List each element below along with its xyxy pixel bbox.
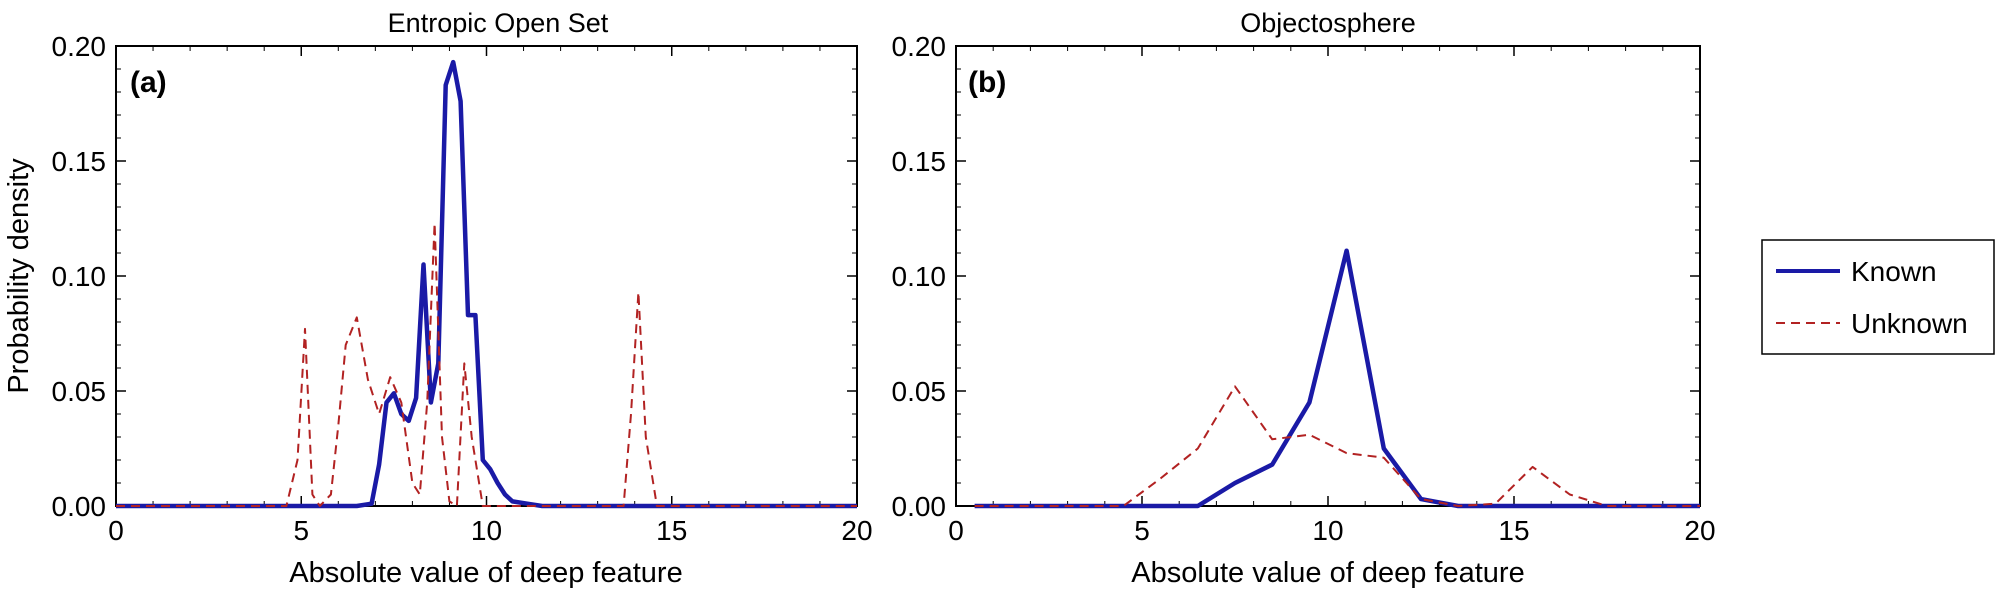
legend-label-unknown: Unknown bbox=[1851, 308, 1968, 339]
x-axis-label: Absolute value of deep feature bbox=[289, 557, 682, 589]
y-tick-label: 0.15 bbox=[52, 146, 107, 177]
series-line-unknown bbox=[974, 385, 1700, 507]
chart-title: Entropic Open Set bbox=[388, 8, 609, 38]
x-tick-label: 20 bbox=[1684, 515, 1715, 546]
panel-objectosphere: Objectosphere (b) Absolute value of deep… bbox=[892, 8, 1716, 589]
chart-title: Objectosphere bbox=[1240, 8, 1416, 38]
x-tick-label: 20 bbox=[841, 515, 872, 546]
y-tick-label: 0.10 bbox=[52, 261, 107, 292]
y-tick-label: 0.15 bbox=[892, 146, 947, 177]
axis-ticks: 0 5 10 15 20 0.00 0.05 0.10 0.15 0.20 bbox=[892, 31, 1716, 546]
series-line-unknown bbox=[116, 222, 857, 507]
x-tick-label: 0 bbox=[108, 515, 124, 546]
plot-frame bbox=[115, 45, 858, 507]
x-axis-label: Absolute value of deep feature bbox=[1131, 557, 1524, 589]
series-line-known bbox=[116, 59, 857, 509]
y-tick-label: 0.05 bbox=[892, 376, 947, 407]
x-tick-label: 0 bbox=[948, 515, 964, 546]
panel-entropic-open-set: Entropic Open Set (a) Absolute value of … bbox=[3, 8, 873, 589]
x-tick-label: 10 bbox=[471, 515, 502, 546]
axis-ticks: 0 5 10 15 20 0.00 0.05 0.10 0.15 0.20 bbox=[52, 31, 873, 546]
x-tick-label: 15 bbox=[656, 515, 687, 546]
series-layer bbox=[116, 59, 857, 509]
y-tick-label: 0.20 bbox=[52, 31, 107, 62]
y-tick-label: 0.00 bbox=[892, 491, 947, 522]
y-tick-label: 0.05 bbox=[52, 376, 107, 407]
y-tick-label: 0.10 bbox=[892, 261, 947, 292]
x-tick-label: 15 bbox=[1498, 515, 1529, 546]
x-tick-label: 5 bbox=[293, 515, 309, 546]
legend-box bbox=[1761, 239, 1995, 355]
y-axis-label: Probability density bbox=[3, 158, 35, 394]
legend: Known Unknown bbox=[1761, 239, 1995, 355]
y-tick-label: 0.00 bbox=[52, 491, 107, 522]
panel-label: (b) bbox=[968, 66, 1006, 99]
x-tick-label: 5 bbox=[1134, 515, 1150, 546]
x-tick-label: 10 bbox=[1312, 515, 1343, 546]
plot-frame bbox=[955, 45, 1701, 507]
y-tick-label: 0.20 bbox=[892, 31, 947, 62]
panel-label: (a) bbox=[130, 66, 167, 99]
legend-label-known: Known bbox=[1851, 256, 1937, 287]
series-line-known bbox=[974, 248, 1700, 509]
series-layer bbox=[974, 248, 1700, 509]
